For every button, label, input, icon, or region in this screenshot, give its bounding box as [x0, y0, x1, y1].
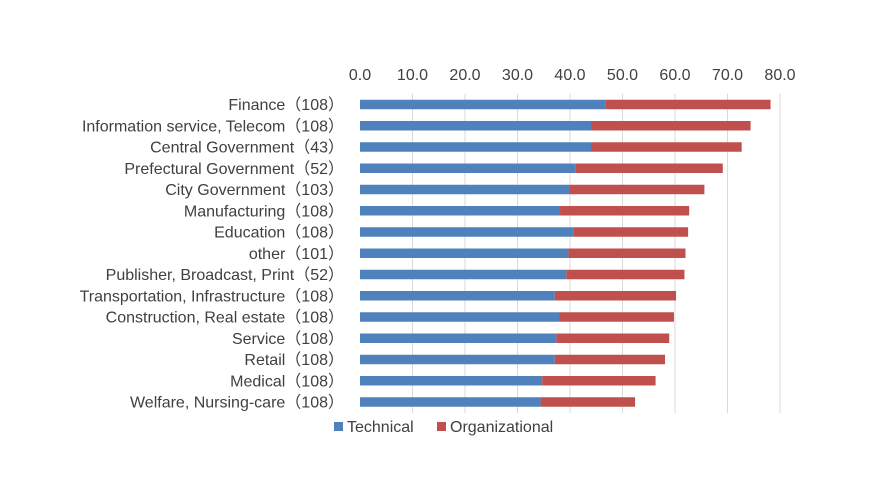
category-label: Service（108） — [232, 330, 344, 348]
category-label: Education（108） — [214, 224, 344, 242]
category-label: Construction, Real estate（108） — [106, 309, 344, 327]
bar-organizational-2 — [591, 142, 742, 152]
bar-technical-0 — [360, 99, 606, 110]
x-tick-label: 10.0 — [397, 67, 428, 84]
bar-organizational-8 — [566, 269, 685, 280]
bar-technical-11 — [360, 333, 557, 343]
bar-technical-8 — [360, 269, 567, 280]
x-tick-label: 0.0 — [349, 67, 371, 84]
legend-label-technical: Technical — [347, 419, 414, 436]
x-tick-label: 40.0 — [554, 67, 585, 84]
bar-technical-12 — [360, 354, 555, 365]
category-label: Retail（108） — [244, 351, 344, 369]
bar-technical-9 — [360, 291, 555, 301]
bar-organizational-5 — [560, 206, 690, 216]
x-tick-label: 80.0 — [764, 67, 795, 84]
bar-technical-6 — [360, 227, 574, 237]
x-tick-label: 60.0 — [659, 67, 690, 84]
legend: Technical Organizational — [334, 419, 553, 436]
bars — [360, 99, 771, 407]
category-label: Transportation, Infrastructure（108） — [80, 287, 344, 305]
category-label: Medical（108） — [230, 372, 344, 390]
bar-technical-3 — [360, 163, 576, 173]
bar-organizational-7 — [568, 248, 686, 258]
bar-technical-2 — [360, 142, 591, 152]
bar-technical-10 — [360, 312, 560, 322]
bar-organizational-10 — [559, 312, 674, 322]
bar-organizational-14 — [540, 397, 636, 407]
category-label: other（101） — [249, 245, 344, 263]
bar-organizational-1 — [591, 121, 751, 131]
bar-technical-7 — [360, 248, 569, 258]
bar-organizational-9 — [554, 291, 677, 301]
category-label: City Government（103） — [165, 181, 344, 199]
legend-swatch-technical — [334, 422, 343, 431]
category-label: Publisher, Broadcast, Print（52） — [106, 266, 344, 284]
bar-organizational-4 — [570, 184, 705, 195]
category-label: Central Government（43） — [150, 139, 344, 157]
legend-swatch-organizational — [437, 422, 446, 431]
category-label: Prefectural Government（52） — [124, 160, 344, 178]
x-tick-label: 50.0 — [607, 67, 638, 84]
x-tick-label: 70.0 — [712, 67, 743, 84]
bar-organizational-11 — [556, 333, 670, 343]
x-tick-label: 30.0 — [502, 67, 533, 84]
category-label: Welfare, Nursing-care（108） — [130, 394, 344, 412]
bar-technical-5 — [360, 206, 561, 216]
bar-organizational-13 — [542, 376, 656, 386]
category-label: Manufacturing（108） — [184, 202, 344, 220]
bar-organizational-12 — [554, 354, 666, 365]
x-tick-label: 20.0 — [449, 67, 480, 84]
bar-technical-14 — [360, 397, 541, 407]
bar-organizational-0 — [605, 99, 771, 110]
bar-organizational-3 — [575, 163, 723, 173]
bar-technical-13 — [360, 376, 543, 386]
x-axis-ticks: 0.0 10.0 20.0 30.0 40.0 50.0 60.0 70.0 80.0 — [349, 67, 796, 84]
bar-technical-1 — [360, 121, 591, 131]
bar-technical-4 — [360, 184, 570, 195]
category-labels: Finance（108） Information service, Telecom… — [80, 96, 344, 412]
category-label: Finance（108） — [228, 96, 344, 114]
category-label: Information service, Telecom（108） — [82, 117, 344, 135]
bar-organizational-6 — [573, 227, 689, 237]
legend-label-organizational: Organizational — [450, 419, 553, 436]
